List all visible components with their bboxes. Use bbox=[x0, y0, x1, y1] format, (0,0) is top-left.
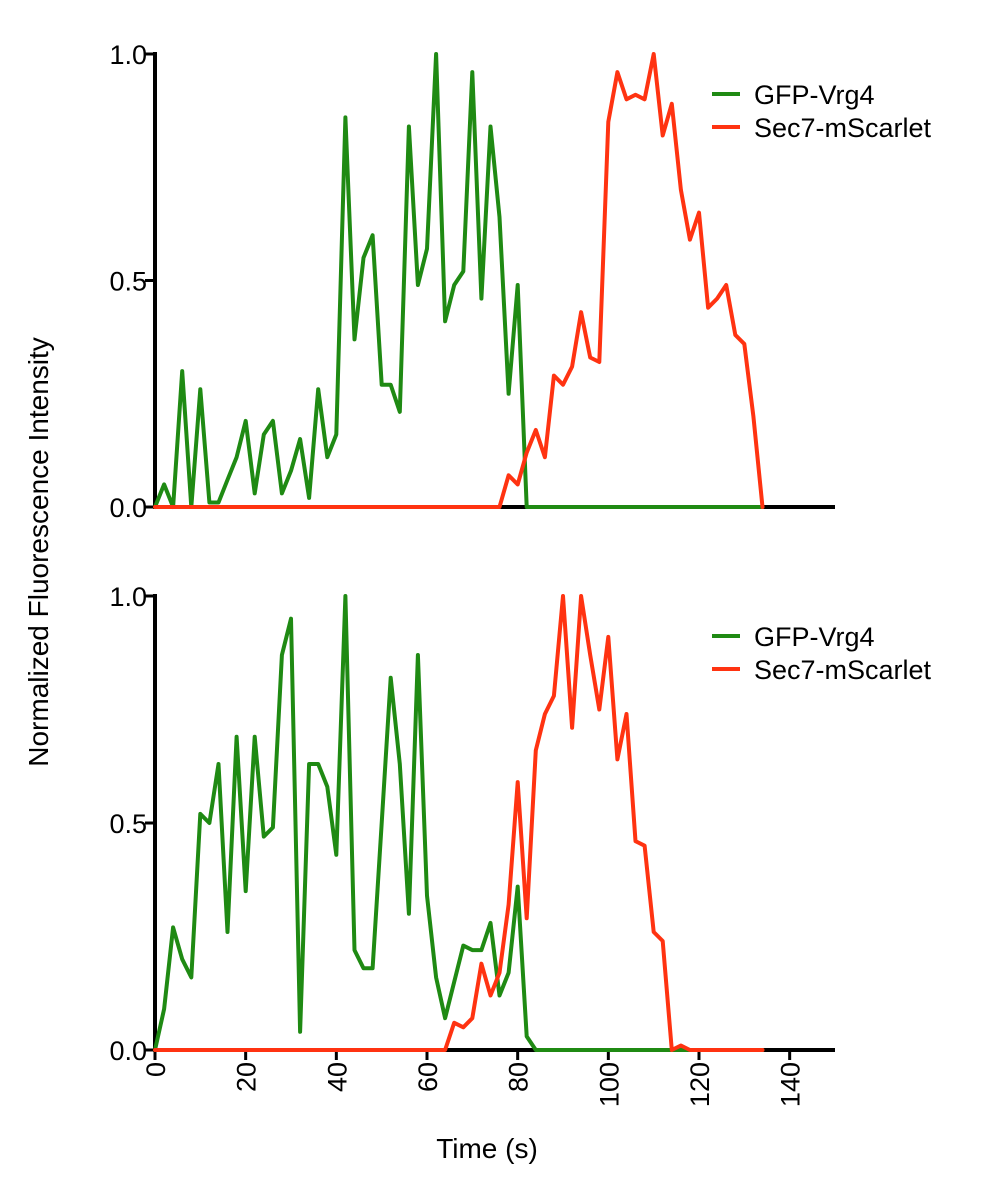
bottom-x-tick-label-60: 60 bbox=[413, 1062, 443, 1092]
top-y-tick-label-0-5: 0.5 bbox=[109, 267, 147, 297]
bottom-y-tick-label-1-0: 1.0 bbox=[109, 582, 147, 612]
bottom-x-tick-label-120: 120 bbox=[685, 1062, 715, 1107]
bottom-x-tick-label-40: 40 bbox=[322, 1062, 352, 1092]
top-y-tick-label-0-0: 0.0 bbox=[109, 493, 147, 523]
top-legend-label-gfp-vrg4: GFP-Vrg4 bbox=[754, 80, 875, 110]
bottom-x-tick-label-140: 140 bbox=[776, 1062, 806, 1107]
bottom-y-tick-label-0-0: 0.0 bbox=[109, 1036, 147, 1066]
bottom-legend-label-gfp-vrg4: GFP-Vrg4 bbox=[754, 622, 875, 652]
top-legend-label-sec7-mscarlet: Sec7-mScarlet bbox=[754, 113, 932, 143]
bottom-legend-label-sec7-mscarlet: Sec7-mScarlet bbox=[754, 655, 932, 685]
bottom-series-gfp-vrg4 bbox=[153, 594, 765, 1052]
bottom-x-tick-label-100: 100 bbox=[594, 1062, 624, 1107]
bottom-x-tick-label-20: 20 bbox=[232, 1062, 262, 1092]
top-series-gfp-vrg4 bbox=[153, 52, 765, 509]
bottom-x-tick-label-0: 0 bbox=[141, 1062, 171, 1077]
bottom-series-sec7-mscarlet bbox=[153, 594, 765, 1052]
bottom-x-tick-label-80: 80 bbox=[504, 1062, 534, 1092]
x-axis-title: Time (s) bbox=[436, 1133, 538, 1164]
y-axis-title: Normalized Fluorescence Intensity bbox=[23, 337, 54, 767]
top-series-sec7-mscarlet bbox=[153, 52, 765, 509]
bottom-panel: 0.0 0.5 1.0 0 20 40 60 80 100 120 140 GFP-Vrg4Sec7-… bbox=[109, 582, 931, 1107]
bottom-y-tick-label-0-5: 0.5 bbox=[109, 809, 147, 839]
top-y-tick-label-1-0: 1.0 bbox=[109, 40, 147, 70]
